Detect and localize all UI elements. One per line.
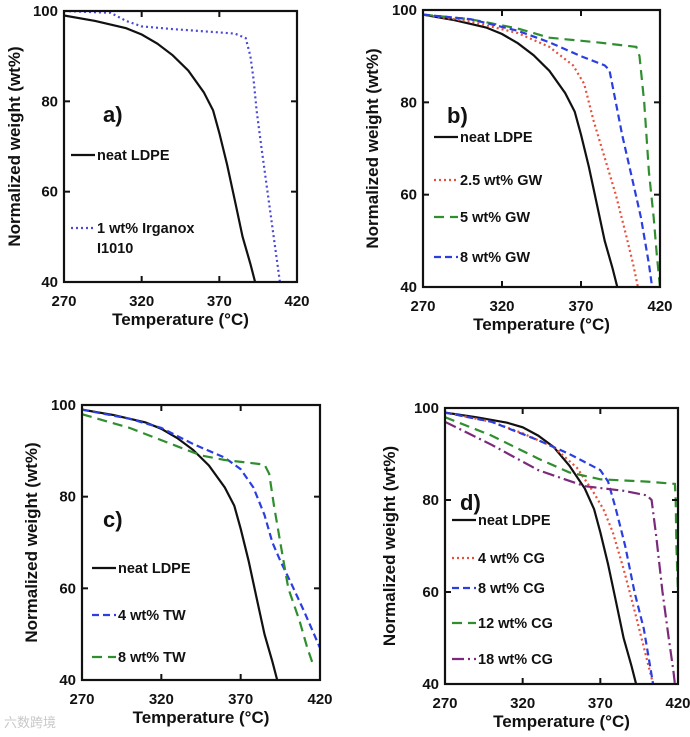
- x-tick-label: 320: [489, 298, 514, 315]
- x-tick-label: 320: [149, 691, 174, 708]
- x-tick-label: 370: [228, 691, 253, 708]
- legend-label: 18 wt% CG: [478, 652, 553, 668]
- y-tick-label: 100: [51, 397, 76, 414]
- legend-item: 1 wt% Irganox I1010: [71, 221, 195, 257]
- series-line-1: [445, 411, 655, 684]
- legend-item: 8 wt% GW: [434, 250, 530, 266]
- x-axis-label: Temperature (°C): [493, 712, 630, 731]
- y-tick-label: 80: [422, 492, 439, 509]
- panel-c: 270 320 370 420 40 60 80 100 Temperature (°C) Nor…: [22, 397, 333, 727]
- legend-item: 8 wt% TW: [92, 650, 186, 666]
- y-axis-label: Normalized weight (wt%): [363, 48, 382, 248]
- x-tick-label: 370: [207, 293, 232, 310]
- y-axis-label: Normalized weight (wt%): [5, 46, 24, 246]
- legend-item: 12 wt% CG: [452, 616, 553, 632]
- y-tick-label: 40: [422, 676, 439, 693]
- legend-item: 18 wt% CG: [452, 652, 553, 668]
- legend-item: 4 wt% TW: [92, 608, 186, 624]
- y-tick-label: 80: [59, 489, 76, 506]
- x-tick-label: 370: [568, 298, 593, 315]
- plot-frame: [443, 406, 680, 686]
- legend-label: neat LDPE: [118, 561, 191, 577]
- legend-item: neat LDPE: [452, 513, 551, 529]
- series-line-0: [82, 408, 279, 680]
- y-tick-label: 40: [41, 274, 58, 291]
- y-tick-label: 100: [414, 400, 439, 417]
- panel-label: a): [103, 102, 123, 127]
- legend-item: 8 wt% CG: [452, 581, 545, 597]
- legend-label: 2.5 wt% GW: [460, 173, 542, 189]
- y-axis-label: Normalized weight (wt%): [380, 446, 399, 646]
- series-line-0: [423, 13, 619, 287]
- y-tick-label: 80: [41, 93, 58, 110]
- y-tick-label: 60: [59, 580, 76, 597]
- panel-label: c): [103, 507, 123, 532]
- panel-label: d): [460, 490, 481, 515]
- x-tick-label: 270: [69, 691, 94, 708]
- legend-label: 4 wt% CG: [478, 551, 545, 567]
- plot-frame: [80, 403, 322, 682]
- legend-item: 2.5 wt% GW: [434, 173, 542, 189]
- y-tick-label: 60: [422, 584, 439, 601]
- y-tick-label: 80: [400, 94, 417, 111]
- x-tick-label: 270: [410, 298, 435, 315]
- panel-d: 270 320 370 420 40 60 80 100 Temperature (°C) Nor…: [380, 400, 690, 731]
- legend-item: neat LDPE: [71, 148, 170, 164]
- x-axis-label: Temperature (°C): [133, 708, 270, 727]
- panel-b: 270 320 370 420 40 60 80 100 Temperature (°C) Nor…: [363, 2, 673, 334]
- series-line-0: [445, 411, 638, 684]
- legend-label: 8 wt% TW: [118, 650, 186, 666]
- x-tick-label: 420: [647, 298, 672, 315]
- y-tick-label: 60: [400, 187, 417, 204]
- legend-item: 4 wt% CG: [452, 551, 545, 567]
- series-line-1: [82, 408, 320, 649]
- series-line-2: [445, 411, 655, 684]
- legend-label: neat LDPE: [460, 130, 533, 146]
- legend-label: neat LDPE: [97, 148, 170, 164]
- y-tick-label: 40: [59, 672, 76, 689]
- legend-item: neat LDPE: [92, 561, 191, 577]
- legend-item: 5 wt% GW: [434, 210, 530, 226]
- series-line-0: [64, 14, 257, 282]
- y-tick-label: 60: [41, 184, 58, 201]
- y-tick-label: 40: [400, 279, 417, 296]
- panel-a: 270 320 370 420 40 60 80 100 Temperature (°C) Nor…: [5, 3, 310, 329]
- legend-label: neat LDPE: [478, 513, 551, 529]
- legend-label: 12 wt% CG: [478, 616, 553, 632]
- series-line-2: [423, 13, 660, 287]
- legend-label: 4 wt% TW: [118, 608, 186, 624]
- y-tick-label: 100: [392, 2, 417, 19]
- watermark: 六数跨境: [4, 716, 57, 731]
- x-tick-label: 420: [307, 691, 332, 708]
- legend-label: 1 wt% Irganox I1010: [97, 221, 195, 257]
- series-line-3: [445, 416, 678, 593]
- x-tick-label: 320: [129, 293, 154, 310]
- legend-label: 8 wt% GW: [460, 250, 530, 266]
- series-line-1: [423, 13, 639, 287]
- x-axis-label: Temperature (°C): [473, 315, 610, 334]
- series-line-2: [82, 413, 315, 667]
- x-tick-label: 420: [284, 293, 309, 310]
- y-tick-label: 100: [33, 3, 58, 20]
- legend-label: 8 wt% CG: [478, 581, 545, 597]
- series-line-4: [445, 420, 676, 684]
- x-tick-label: 270: [51, 293, 76, 310]
- x-tick-label: 420: [665, 695, 690, 712]
- series-line-1: [64, 11, 281, 282]
- legend-item: neat LDPE: [434, 130, 533, 146]
- series-line-3: [423, 13, 654, 287]
- x-tick-label: 370: [588, 695, 613, 712]
- x-axis-label: Temperature (°C): [112, 310, 249, 329]
- x-tick-label: 320: [510, 695, 535, 712]
- y-axis-label: Normalized weight (wt%): [22, 442, 41, 642]
- legend-label: 5 wt% GW: [460, 210, 530, 226]
- x-tick-label: 270: [432, 695, 457, 712]
- plot-frame: [62, 9, 299, 284]
- plot-frame: [421, 8, 662, 289]
- panel-label: b): [447, 103, 468, 128]
